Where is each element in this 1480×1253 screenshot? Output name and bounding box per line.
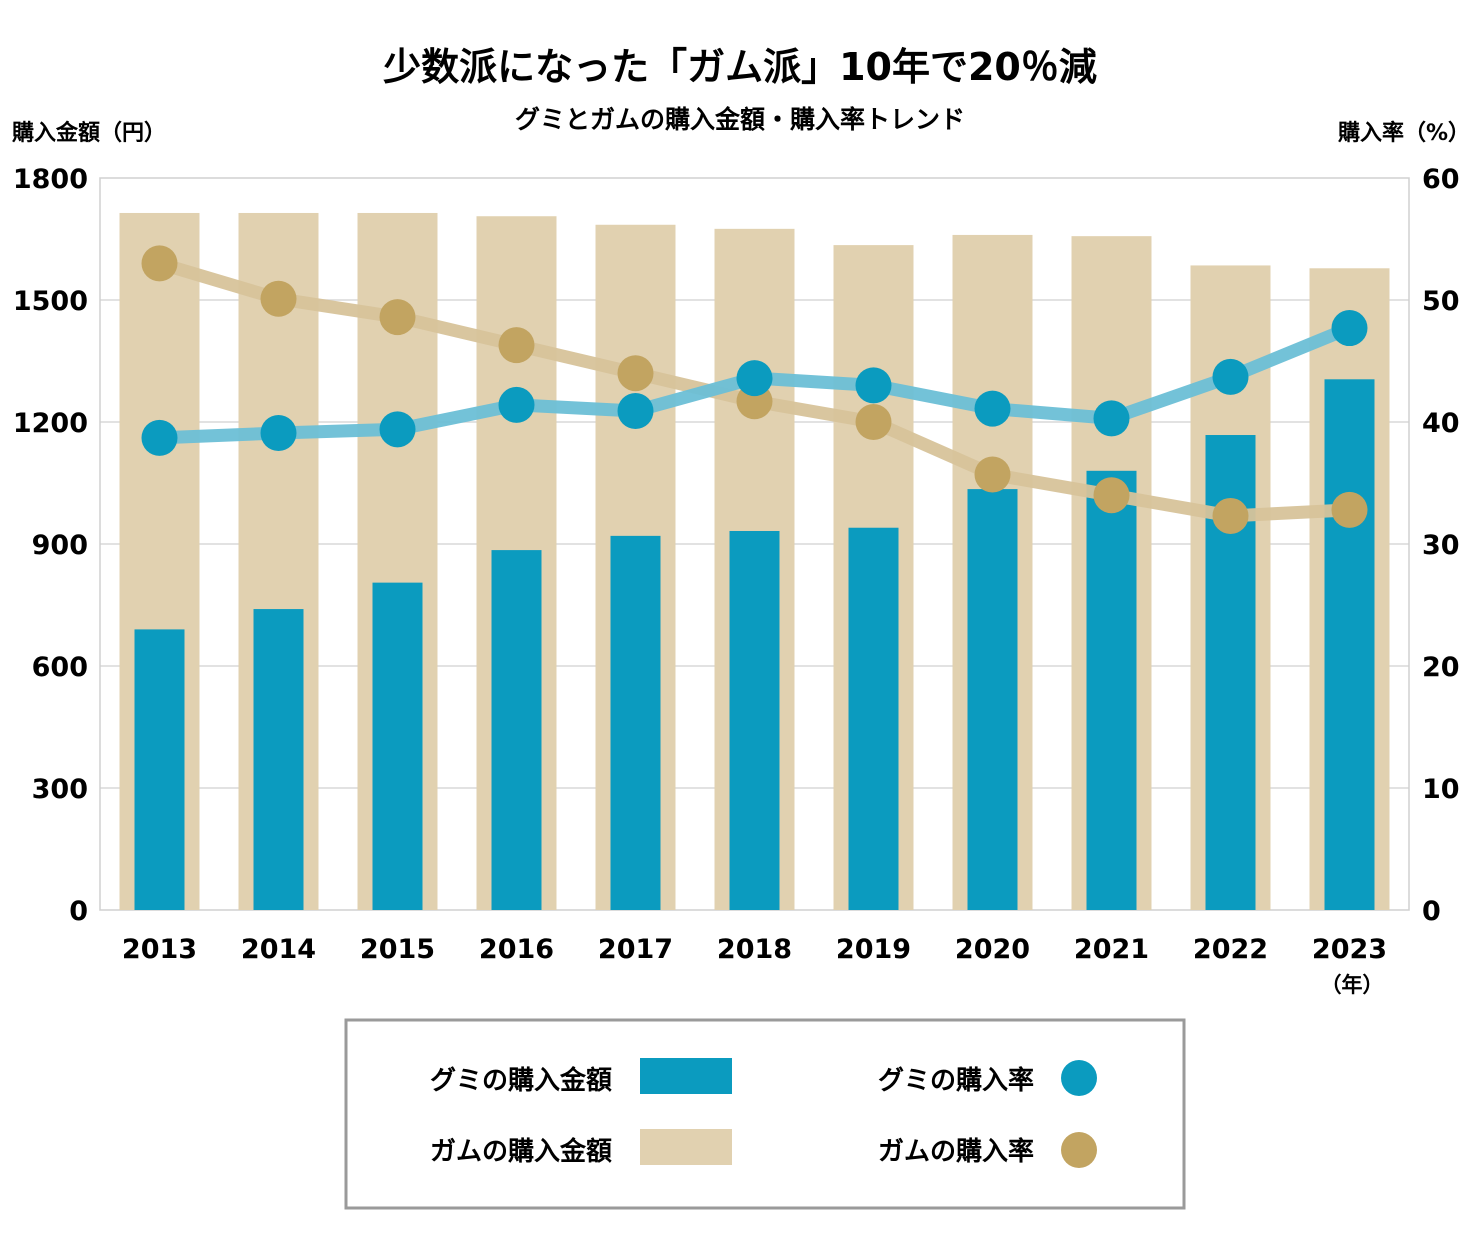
legend-label-gumi-rate: グミの購入率: [878, 1065, 1034, 1096]
gumi-amount-bar: [491, 550, 542, 910]
x-ticks: 2013 2014 2015 2016 2017 2018 2019 2020 2021 2022…: [122, 934, 1387, 965]
right-y-tick-label: 60: [1422, 164, 1460, 195]
gumi-amount-bar: [967, 489, 1018, 910]
gumi-rate-point: [498, 386, 535, 423]
gum-rate-point: [141, 245, 178, 282]
right-y-tick-label: 30: [1422, 530, 1460, 561]
gum-rate-line: [141, 245, 1368, 534]
x-tick-label: 2016: [479, 934, 554, 965]
right-y-tick-label: 0: [1422, 896, 1441, 927]
right-y-tick-label: 40: [1422, 408, 1460, 439]
legend-box: [344, 1018, 1186, 1210]
left-y-tick-label: 300: [32, 774, 88, 805]
left-y-tick-label: 1800: [13, 164, 88, 195]
right-y-tick-label: 50: [1422, 286, 1460, 317]
legend-dot-gum-rate: [1061, 1132, 1097, 1168]
gumi-amount-bar: [372, 582, 423, 910]
x-tick-label: 2023: [1312, 934, 1387, 965]
gum-rate-point: [1212, 497, 1249, 534]
gum-rate-point: [260, 280, 297, 317]
gumi-bars: [134, 379, 1375, 910]
left-y-tick-label: 1200: [13, 408, 88, 439]
gumi-amount-bar: [134, 629, 185, 910]
right-y-tick-label: 10: [1422, 774, 1460, 805]
gumi-amount-bar: [610, 535, 661, 910]
x-tick-label: 2018: [717, 934, 792, 965]
legend-label-gum-amount: ガムの購入金額: [430, 1136, 612, 1167]
left-y-tick-label: 1500: [13, 286, 88, 317]
gumi-rate-point: [1331, 310, 1368, 347]
gumi-rate-point: [736, 360, 773, 397]
gum-rate-point: [379, 299, 416, 336]
left-y-tick-label: 900: [32, 530, 88, 561]
gumi-rate-point: [1212, 358, 1249, 395]
gumi-amount-bar: [848, 527, 899, 910]
left-y-tick-label: 600: [32, 652, 88, 683]
legend: グミの購入金額 グミの購入率 ガムの購入金額 ガムの購入率: [344, 1018, 1186, 1210]
gum-rate-point: [974, 456, 1011, 493]
x-tick-label: 2021: [1074, 934, 1149, 965]
gumi-amount-bar: [1324, 379, 1375, 910]
gumi-rate-point: [260, 414, 297, 451]
legend-label-gum-rate: ガムの購入率: [878, 1136, 1034, 1167]
gum-rate-point: [1331, 491, 1368, 528]
gumi-amount-bar: [729, 530, 780, 910]
legend-swatch-gumi-amount: [640, 1058, 732, 1094]
x-tick-label: 2017: [598, 934, 673, 965]
x-tick-label: 2019: [836, 934, 911, 965]
right-y-ticks: 0 10 20 30 40 50 60: [1422, 164, 1460, 927]
gumi-amount-bar: [1086, 470, 1137, 910]
legend-dot-gumi-rate: [1061, 1060, 1097, 1096]
chart-subtitle: グミとガムの購入金額・購入率トレンド: [515, 105, 965, 134]
x-tick-label: 2022: [1193, 934, 1268, 965]
gum-rate-point: [855, 404, 892, 440]
gumi-rate-point: [141, 419, 178, 456]
gumi-rate-point: [617, 393, 654, 430]
gumi-rate-point: [1093, 400, 1130, 437]
left-y-ticks: 0 300 600 900 1200 1500 1800: [13, 164, 88, 927]
left-axis-title: 購入金額（円）: [12, 120, 166, 146]
x-tick-label: 2020: [955, 934, 1030, 965]
right-axis-title: 購入率（%）: [1338, 120, 1470, 146]
gum-rate-point: [1093, 477, 1130, 514]
gum-rate-point: [498, 327, 535, 364]
right-y-tick-label: 20: [1422, 652, 1460, 683]
legend-swatch-gum-amount: [640, 1129, 732, 1165]
gumi-rate-line: [141, 310, 1368, 456]
x-tick-label: 2015: [360, 934, 435, 965]
gumi-rate-point: [379, 411, 416, 448]
x-tick-label: 2014: [241, 934, 316, 965]
x-tick-label: 2013: [122, 934, 197, 965]
gumi-rate-point: [855, 367, 892, 404]
legend-label-gumi-amount: グミの購入金額: [430, 1065, 612, 1096]
gumi-rate-point: [974, 390, 1011, 427]
gum-rate-point: [617, 355, 654, 392]
chart-title: 少数派になった「ガム派」10年で20％減: [383, 45, 1097, 89]
left-y-tick-label: 0: [69, 896, 88, 927]
x-unit-label: （年）: [1321, 973, 1384, 997]
gumi-amount-bar: [253, 609, 304, 910]
